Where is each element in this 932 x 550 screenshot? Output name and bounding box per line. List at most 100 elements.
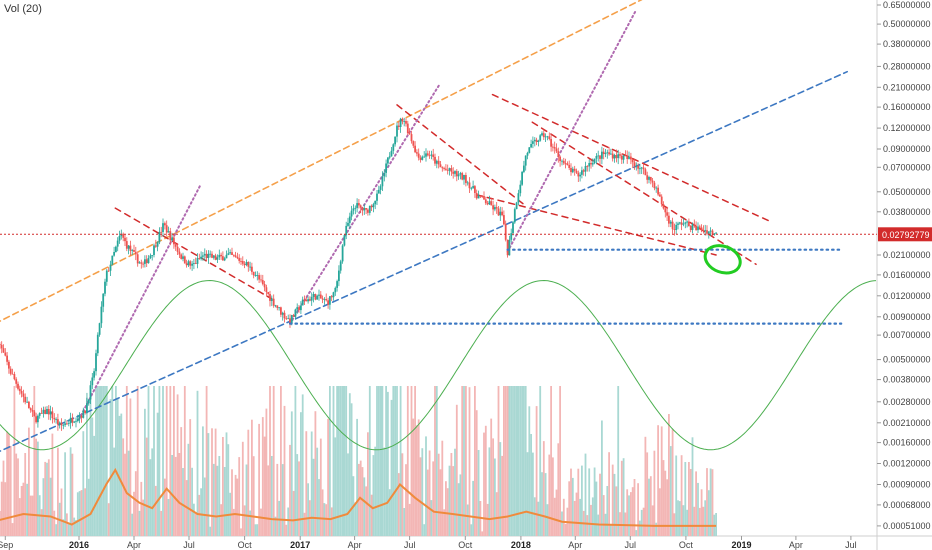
candle-body: [289, 318, 291, 324]
candle-body: [601, 151, 603, 159]
volume-bar: [260, 508, 262, 536]
candle-body: [639, 168, 641, 170]
candle-body: [548, 136, 551, 139]
y-tick-label: 0.00280000: [883, 397, 931, 407]
candle-body: [222, 256, 224, 261]
candle-body: [149, 255, 152, 258]
candle-body: [138, 262, 141, 264]
volume-bar: [301, 394, 304, 536]
volume-bar: [105, 386, 108, 536]
candle-body: [377, 189, 380, 194]
candle-body: [37, 415, 39, 423]
candle-body: [66, 423, 68, 425]
volume-bar: [338, 386, 340, 536]
candle-body: [49, 411, 52, 415]
candle-body: [619, 154, 621, 156]
volume-bar: [526, 452, 529, 536]
volume-bar: [486, 503, 489, 536]
volume-bar: [394, 386, 396, 536]
candle-body: [504, 224, 507, 240]
volume-bar: [18, 498, 21, 536]
x-tick-label: Apr: [789, 540, 803, 550]
y-tick-label: 0.00051000: [883, 521, 931, 531]
candle-body: [686, 221, 688, 223]
volume-bar: [532, 452, 534, 536]
volume-bar: [671, 429, 674, 536]
volume-bar: [249, 510, 251, 536]
volume-bar: [321, 489, 324, 536]
candle-body: [372, 204, 375, 208]
volume-bar: [640, 509, 643, 536]
volume-bar: [497, 386, 500, 536]
volume-bar: [630, 492, 632, 536]
volume-bar: [220, 504, 222, 536]
candle-body: [263, 284, 266, 288]
volume-bar: [666, 479, 668, 536]
volume-bar: [53, 510, 56, 536]
support-lines: [288, 248, 843, 325]
volume-bar: [419, 457, 422, 536]
volume-bar: [49, 477, 52, 536]
volume-bar: [55, 524, 57, 536]
time-axis[interactable]: Sep 2016 Apr Jul Oct 2017 Apr Jul Oct 2018 Apr Jul O…: [0, 536, 857, 550]
volume-bar: [318, 479, 320, 536]
candle-body: [426, 153, 429, 156]
volume-bar: [706, 468, 708, 536]
volume-bar: [412, 418, 415, 536]
volume-bar: [11, 523, 14, 536]
volume-bar: [252, 456, 255, 536]
volume-bar: [517, 386, 520, 536]
candle-body: [17, 383, 19, 389]
volume-bar: [225, 432, 228, 536]
candle-body: [492, 205, 494, 210]
candle-body: [698, 226, 701, 228]
volume-bar: [465, 386, 467, 536]
candle-body: [472, 186, 474, 188]
candle-body: [272, 298, 275, 306]
price-axis[interactable]: 0.65000000 0.50000000 0.38000000 0.28000000…: [877, 0, 931, 531]
candle-body: [541, 133, 543, 136]
candle-body: [633, 162, 636, 167]
volume-bar: [102, 386, 105, 536]
candle-body: [390, 150, 393, 157]
candle-body: [552, 146, 554, 148]
candle-body: [684, 222, 687, 224]
candle-body: [693, 224, 696, 226]
candle-body: [582, 170, 585, 172]
candle-body: [187, 261, 190, 266]
candle-body: [252, 271, 255, 276]
volume-bar: [581, 465, 583, 536]
trend-line-red-dashed: [531, 121, 757, 266]
volume-bar: [657, 425, 659, 536]
candle-body: [292, 315, 295, 317]
candle-body: [483, 196, 485, 200]
candle-body: [608, 152, 610, 155]
candle-body: [354, 207, 357, 209]
volume-bar: [474, 386, 476, 536]
volume-bar: [64, 452, 66, 536]
candle-body: [64, 423, 66, 425]
volume-bar: [546, 504, 549, 536]
candle-body: [332, 292, 335, 298]
candle-body: [0, 344, 3, 349]
candle-body: [211, 253, 213, 258]
candle-body: [57, 419, 59, 425]
volume-bar: [300, 412, 302, 536]
candle-body: [546, 136, 549, 138]
candle-body: [379, 186, 382, 190]
volume-bar: [13, 386, 16, 536]
candle-body: [470, 187, 473, 189]
volume-bar: [218, 456, 221, 536]
volume-bar: [69, 447, 72, 536]
cycle-sine-wave: [0, 279, 877, 451]
volume-bar: [459, 474, 462, 536]
volume-bar: [82, 431, 85, 536]
volume-bar: [450, 453, 453, 536]
volume-bar: [568, 481, 571, 536]
candle-body: [55, 419, 57, 420]
volume-bar: [689, 469, 692, 536]
volume-bar: [118, 415, 121, 536]
volume-bar: [222, 437, 224, 536]
candle-body: [145, 259, 148, 264]
candle-body: [428, 155, 431, 157]
